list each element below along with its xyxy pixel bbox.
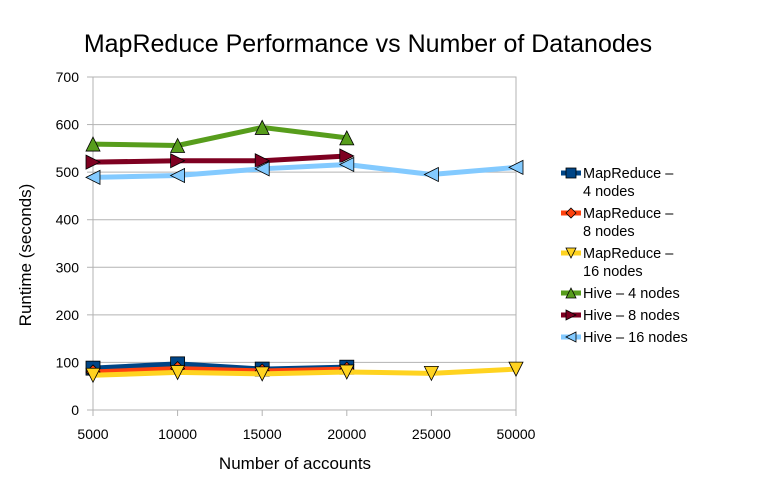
data-point [339,364,355,380]
data-point [508,159,524,176]
x-tick-label: 5000 [77,426,108,442]
legend-label: Hive – 16 nodes [583,330,688,346]
series-4 [85,148,355,170]
data-point [423,365,440,382]
legend-marker [565,207,577,219]
data-point [423,166,439,183]
legend-item: Hive – 4 nodes [561,286,680,302]
legend-item: MapReduce –8 nodes [561,206,674,240]
data-point [85,169,101,186]
series-line [92,162,517,180]
x-tick-label: 25000 [412,426,451,442]
y-axis-label: Runtime (seconds) [16,184,35,327]
data-point [254,161,270,177]
y-tick-label: 100 [56,354,80,370]
legend-marker [565,167,577,179]
data-point [85,154,101,170]
data-point [254,119,270,135]
x-tick-label: 15000 [243,426,282,442]
legend: MapReduce –4 nodes MapReduce –8 nodes MapR… [561,166,688,346]
data-point [339,148,355,164]
legend-label: MapReduce –16 nodes [583,246,674,280]
data-point [85,367,101,384]
series-line [92,366,517,378]
series-group [85,119,524,384]
series-5 [85,156,524,186]
data-point [254,366,270,382]
grid-lines [93,76,516,411]
x-axis-ticks: 5000 10000 15000 20000 25000 50000 [77,410,536,442]
y-tick-label: 400 [56,212,80,228]
series-line [92,124,348,149]
legend-marker [565,247,577,259]
series-line [92,153,347,165]
x-tick-label: 50000 [497,426,536,442]
chart-title: MapReduce Performance vs Number of Datan… [84,30,652,58]
plot-area [92,76,517,411]
x-tick-label: 20000 [327,426,366,442]
legend-marker [565,331,577,343]
data-point [339,129,355,146]
y-tick-label: 0 [71,402,79,418]
data-point [254,153,271,169]
x-tick-label: 10000 [158,426,197,442]
y-axis-ticks: 0 100 200 300 400 500 600 700 [56,69,93,418]
x-axis-label: Number of accounts [219,454,371,473]
legend-marker [565,309,577,321]
data-point [169,167,186,184]
data-point [338,156,355,173]
y-tick-label: 500 [56,164,80,180]
y-tick-label: 600 [56,117,80,133]
data-point [508,361,524,377]
data-point [169,137,186,153]
legend-item: MapReduce –16 nodes [561,246,674,280]
y-tick-label: 300 [56,259,80,275]
legend-item: Hive – 16 nodes [561,330,688,346]
legend-item: Hive – 8 nodes [561,308,680,324]
data-point [170,153,186,169]
data-point [85,136,101,152]
y-tick-label: 200 [56,307,80,323]
series-2 [85,361,524,384]
legend-item: MapReduce –4 nodes [561,166,674,200]
series-3 [85,119,355,153]
legend-label: Hive – 8 nodes [583,308,680,324]
data-point [169,365,186,381]
legend-label: MapReduce –8 nodes [583,206,674,240]
legend-label: Hive – 4 nodes [583,286,680,302]
series-line [92,366,347,375]
legend-label: MapReduce –4 nodes [583,166,674,200]
y-tick-label: 700 [56,69,80,85]
legend-marker [565,287,577,299]
